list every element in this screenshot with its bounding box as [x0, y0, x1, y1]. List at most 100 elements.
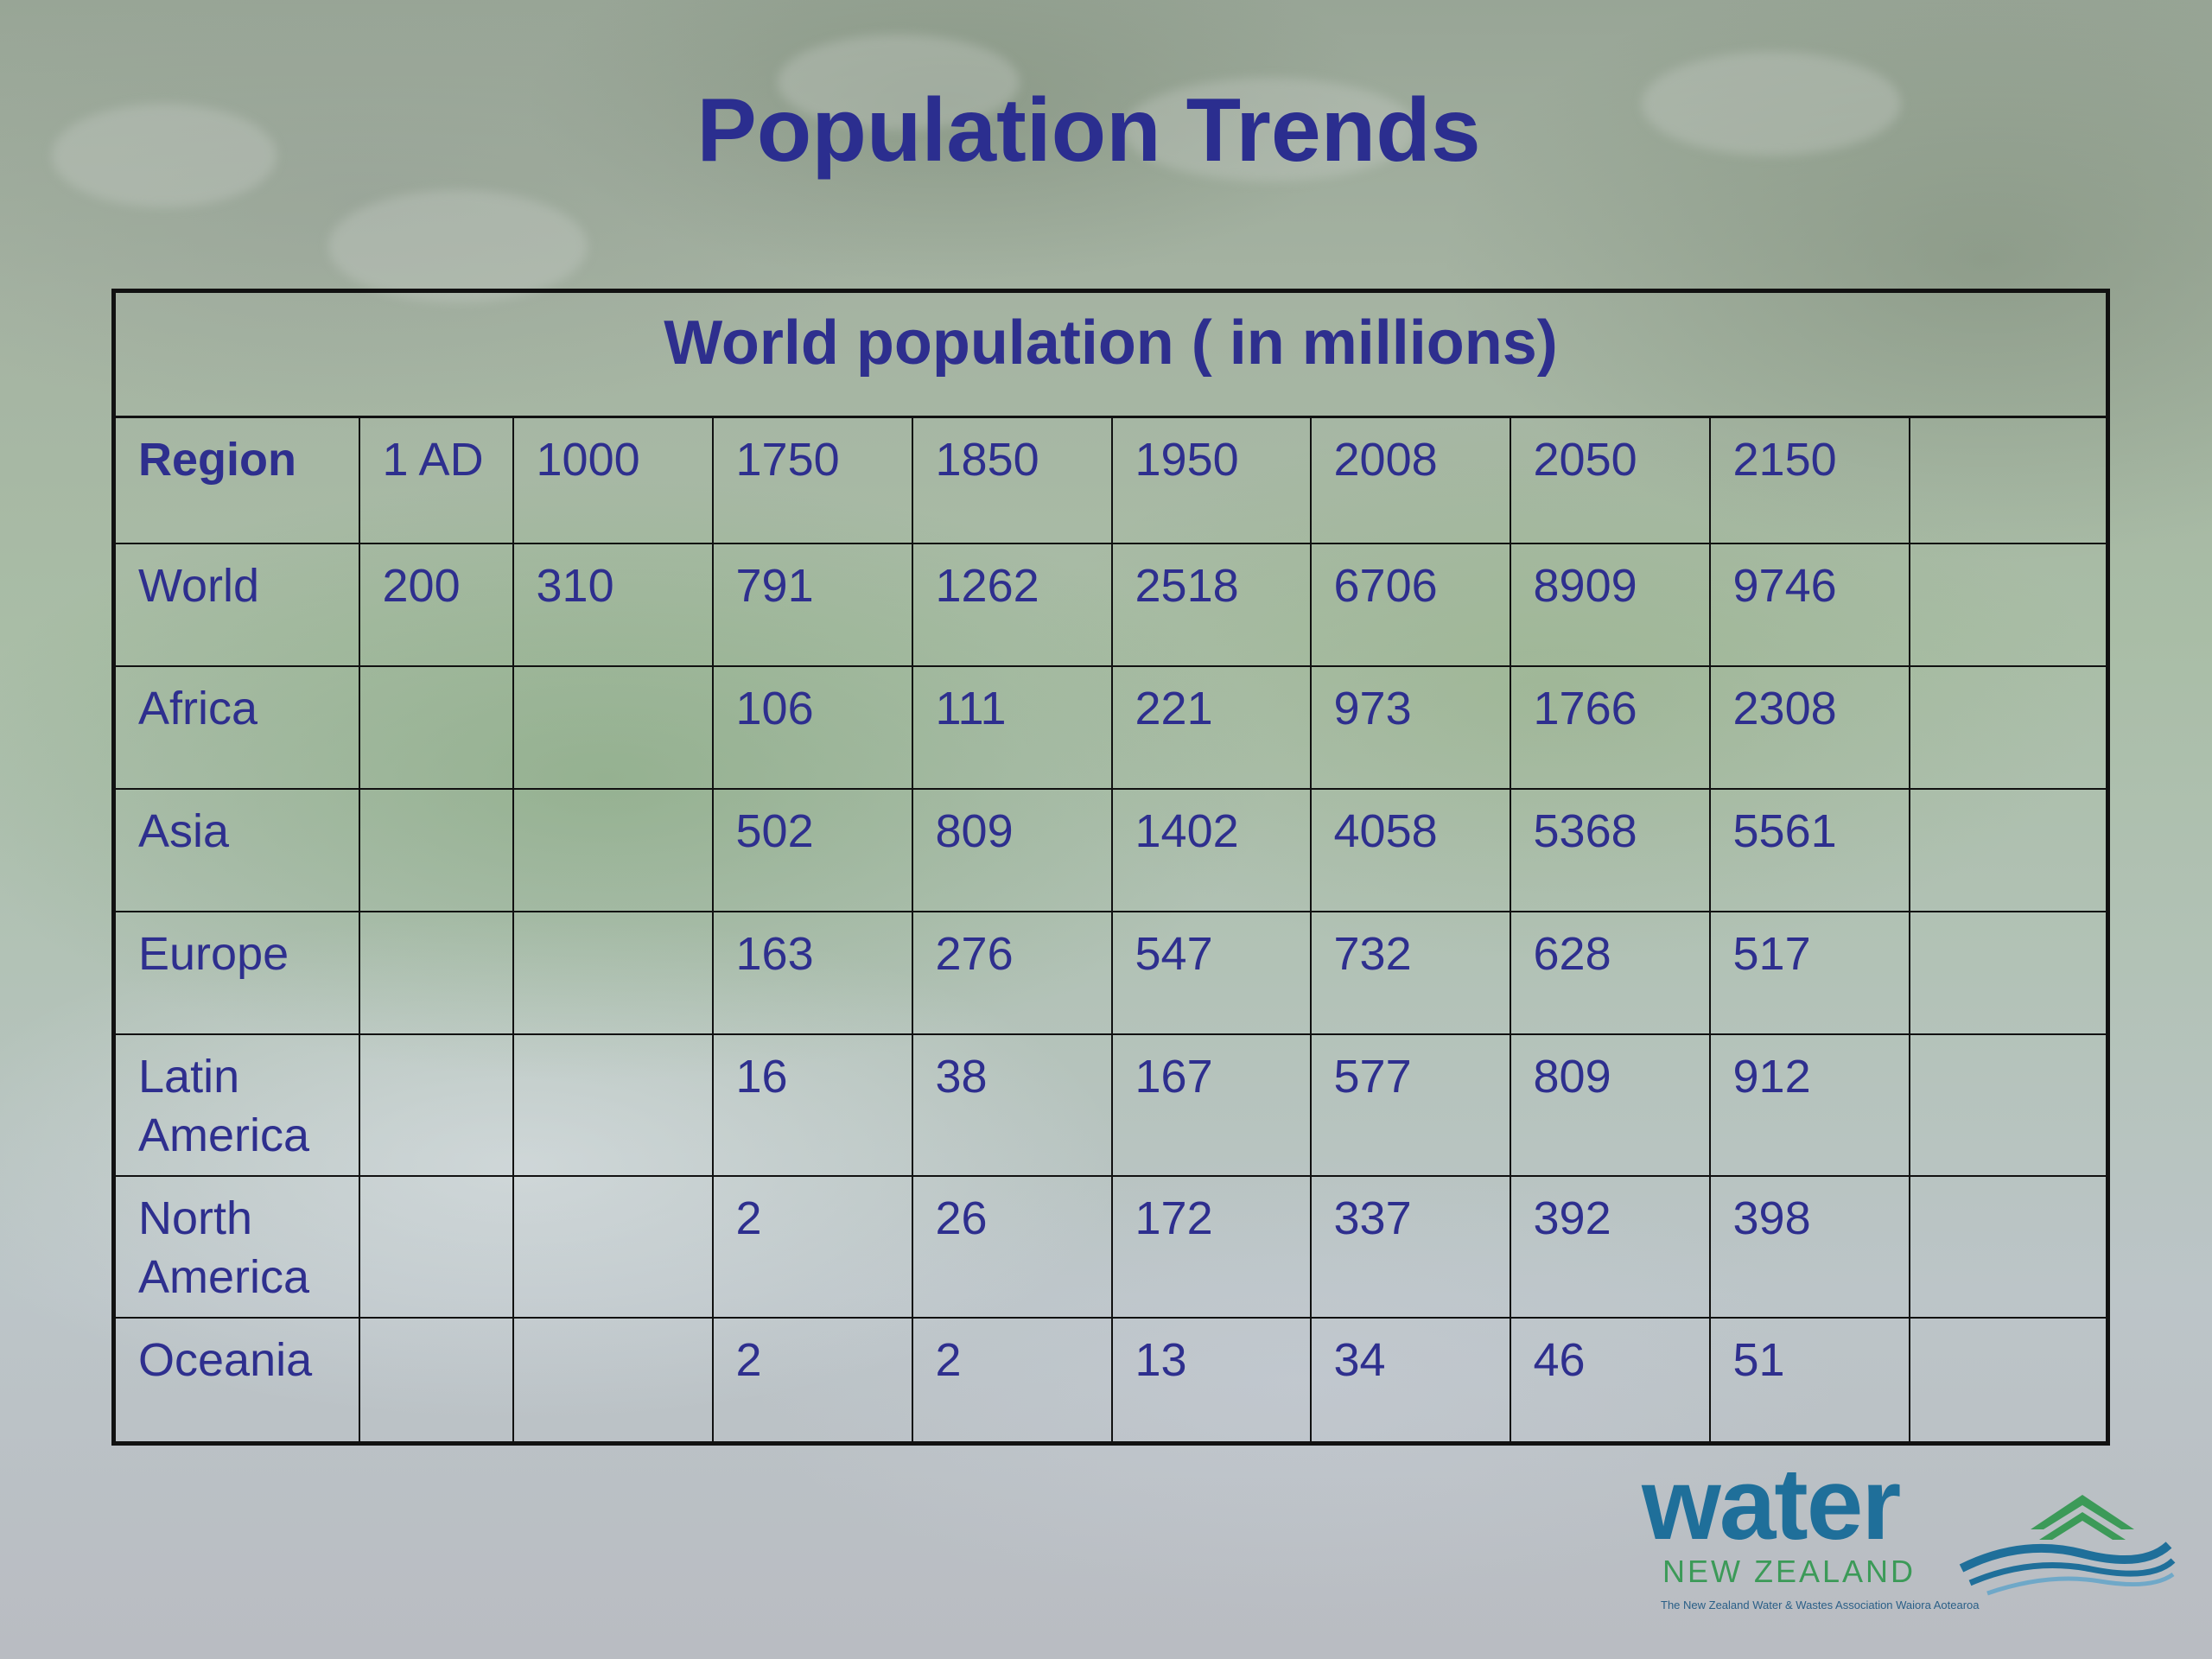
header-year: 2150 [1708, 416, 1910, 544]
header-year: 1 AD [358, 416, 514, 544]
population-cell: 809 [911, 788, 1113, 912]
header-year: 1850 [911, 416, 1113, 544]
logo-wave-icon [1959, 1495, 2176, 1596]
region-name-cell: Asia [112, 788, 360, 912]
region-name-cell: World [112, 543, 360, 667]
population-cell: 5561 [1708, 788, 1910, 912]
population-cell [1908, 788, 2109, 912]
population-cell [512, 1317, 714, 1445]
population-cell: 337 [1309, 1175, 1511, 1319]
population-cell [358, 1175, 514, 1319]
population-cell: 517 [1708, 911, 1910, 1035]
population-cell: 310 [512, 543, 714, 667]
table-header-row: Region 1 AD 1000 1750 1850 1950 2008 2050 2150 [112, 416, 2109, 544]
population-cell [1908, 1175, 2109, 1319]
population-cell [358, 665, 514, 790]
population-cell [358, 911, 514, 1035]
population-cell: 2 [711, 1175, 913, 1319]
population-cell: 38 [911, 1033, 1113, 1177]
population-cell [1908, 1033, 2109, 1177]
population-cell: 732 [1309, 911, 1511, 1035]
population-cell [1908, 543, 2109, 667]
header-year: 2050 [1509, 416, 1711, 544]
population-cell: 2 [911, 1317, 1113, 1445]
population-cell: 809 [1509, 1033, 1711, 1177]
population-cell: 2518 [1110, 543, 1312, 667]
table-row: Oceania 2 2 13 34 46 51 [112, 1317, 2109, 1445]
table-row: Africa 106 111 221 973 1766 2308 [112, 665, 2109, 790]
table-caption: World population ( in millions) [112, 289, 2109, 418]
population-cell [1908, 911, 2109, 1035]
background-stone [328, 190, 588, 302]
population-cell: 167 [1110, 1033, 1312, 1177]
population-table: World population ( in millions) Region 1 … [111, 289, 2111, 1446]
background-stone [778, 35, 1020, 130]
population-cell: 26 [911, 1175, 1113, 1319]
logo-tagline: The New Zealand Water & Wastes Associati… [1661, 1599, 1980, 1611]
population-cell: 628 [1509, 911, 1711, 1035]
population-cell [1908, 1317, 2109, 1445]
population-cell: 16 [711, 1033, 913, 1177]
population-cell: 1766 [1509, 665, 1711, 790]
population-cell: 6706 [1309, 543, 1511, 667]
population-cell [358, 1033, 514, 1177]
population-cell: 2308 [1708, 665, 1910, 790]
population-cell: 51 [1708, 1317, 1910, 1445]
header-year: 1000 [512, 416, 714, 544]
population-cell: 200 [358, 543, 514, 667]
background-stone [1123, 78, 1417, 181]
logo-wordmark: water [1642, 1447, 1901, 1561]
population-cell: 912 [1708, 1033, 1910, 1177]
slide-title: Population Trends [696, 80, 1481, 181]
population-cell: 577 [1309, 1033, 1511, 1177]
table-row: North America 2 26 172 337 392 398 [112, 1175, 2109, 1319]
population-cell: 221 [1110, 665, 1312, 790]
population-cell: 398 [1708, 1175, 1910, 1319]
population-cell: 392 [1509, 1175, 1711, 1319]
population-cell: 973 [1309, 665, 1511, 790]
population-cell: 172 [1110, 1175, 1312, 1319]
population-cell: 9746 [1708, 543, 1910, 667]
population-cell: 8909 [1509, 543, 1711, 667]
population-cell: 1262 [911, 543, 1113, 667]
population-cell [358, 788, 514, 912]
population-cell: 276 [911, 911, 1113, 1035]
population-cell: 46 [1509, 1317, 1711, 1445]
population-cell [512, 665, 714, 790]
population-cell [358, 1317, 514, 1445]
population-cell: 106 [711, 665, 913, 790]
background-stone [1642, 52, 1901, 156]
header-year: 1950 [1110, 416, 1312, 544]
population-cell [512, 788, 714, 912]
region-name-cell: Oceania [112, 1317, 360, 1445]
header-year [1908, 416, 2109, 544]
header-year: 2008 [1309, 416, 1511, 544]
population-cell: 547 [1110, 911, 1312, 1035]
table-row: Asia 502 809 1402 4058 5368 5561 [112, 788, 2109, 912]
header-region: Region [112, 416, 360, 544]
population-cell [512, 1175, 714, 1319]
population-cell [512, 1033, 714, 1177]
population-cell [512, 911, 714, 1035]
population-cell [1908, 665, 2109, 790]
region-name-cell: Europe [112, 911, 360, 1035]
background-stone [52, 104, 276, 207]
table-row: Latin America 16 38 167 577 809 912 [112, 1033, 2109, 1177]
population-cell: 1402 [1110, 788, 1312, 912]
table-row: Europe 163 276 547 732 628 517 [112, 911, 2109, 1035]
region-name-cell: North America [112, 1175, 360, 1319]
header-year: 1750 [711, 416, 913, 544]
region-name-cell: Latin America [112, 1033, 360, 1177]
population-cell: 791 [711, 543, 913, 667]
logo-subtitle: NEW ZEALAND [1662, 1554, 1916, 1589]
population-cell: 502 [711, 788, 913, 912]
population-cell: 111 [911, 665, 1113, 790]
population-cell: 13 [1110, 1317, 1312, 1445]
population-cell: 2 [711, 1317, 913, 1445]
region-name-cell: Africa [112, 665, 360, 790]
population-cell: 34 [1309, 1317, 1511, 1445]
population-cell: 4058 [1309, 788, 1511, 912]
table-row: World 200 310 791 1262 2518 6706 8909 9746 [112, 543, 2109, 667]
population-cell: 5368 [1509, 788, 1711, 912]
population-cell: 163 [711, 911, 913, 1035]
